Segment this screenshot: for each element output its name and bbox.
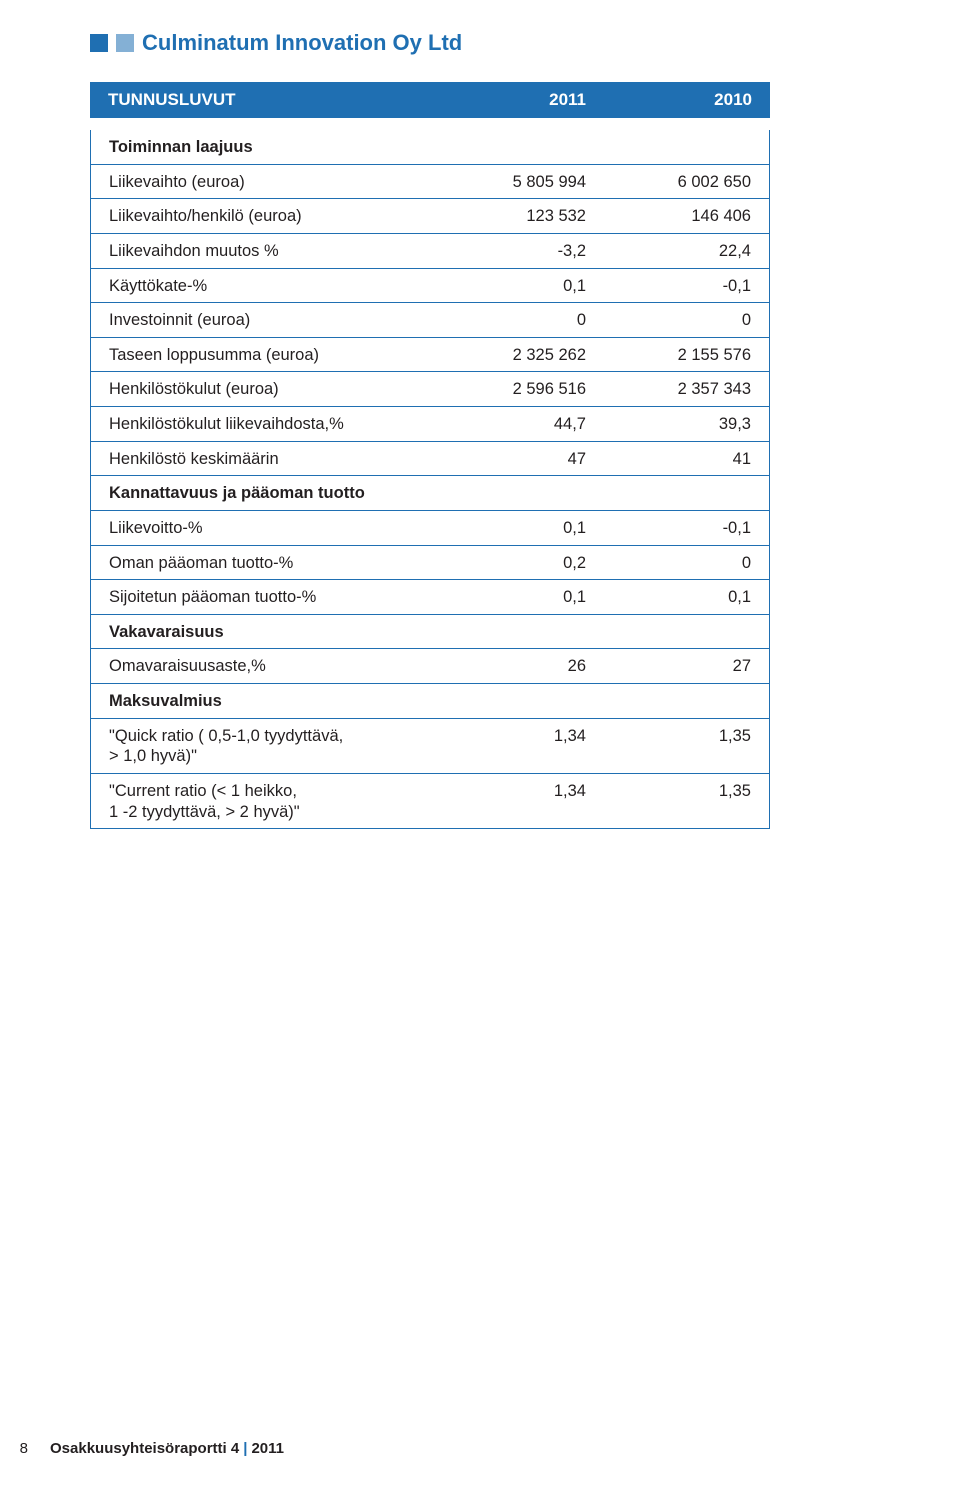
col-header-2011: 2011 xyxy=(438,82,604,118)
row-value-2011: 0,1 xyxy=(438,511,604,546)
row-label: Henkilöstö keskimäärin xyxy=(90,442,438,477)
row-value-2010: 0 xyxy=(604,546,770,581)
row-value-2010: 0 xyxy=(604,303,770,338)
row-label: Käyttökate-% xyxy=(90,269,438,304)
row-label: "Current ratio (< 1 heikko,1 -2 tyydyttä… xyxy=(90,774,438,829)
row-value-2010: 41 xyxy=(604,442,770,477)
row-value-2011 xyxy=(438,684,604,719)
row-label: "Quick ratio ( 0,5-1,0 tyydyttävä,> 1,0 … xyxy=(90,719,438,774)
table-row: Liikevaihdon muutos %-3,222,4 xyxy=(90,234,770,269)
table-row: Sijoitetun pääoman tuotto-%0,10,1 xyxy=(90,580,770,615)
report-name: Osakkuusyhteisöraportti 4 xyxy=(50,1440,239,1457)
row-label: Henkilöstökulut (euroa) xyxy=(90,372,438,407)
title-square-light-icon xyxy=(116,34,134,52)
row-label: Liikevoitto-% xyxy=(90,511,438,546)
row-value-2011: 5 805 994 xyxy=(438,165,604,200)
row-value-2011: 2 325 262 xyxy=(438,338,604,373)
table-row: "Quick ratio ( 0,5-1,0 tyydyttävä,> 1,0 … xyxy=(90,719,770,774)
row-label: Omavaraisuusaste,% xyxy=(90,649,438,684)
row-value-2010 xyxy=(604,476,770,511)
row-value-2011: 0,1 xyxy=(438,580,604,615)
report-year: 2011 xyxy=(251,1440,284,1457)
row-value-2011: 0,2 xyxy=(438,546,604,581)
row-value-2010: 1,35 xyxy=(604,719,770,774)
row-value-2011 xyxy=(438,615,604,650)
row-value-2010: 2 155 576 xyxy=(604,338,770,373)
table-row: Oman pääoman tuotto-%0,20 xyxy=(90,546,770,581)
row-value-2010: 1,35 xyxy=(604,774,770,829)
section-row: Kannattavuus ja pääoman tuotto xyxy=(90,476,770,511)
section-row: Vakavaraisuus xyxy=(90,615,770,650)
title-square-dark-icon xyxy=(90,34,108,52)
row-value-2010: 6 002 650 xyxy=(604,165,770,200)
footer-separator: | xyxy=(239,1440,251,1457)
row-label: Kannattavuus ja pääoman tuotto xyxy=(90,476,438,511)
row-value-2011: 1,34 xyxy=(438,774,604,829)
row-value-2011: 47 xyxy=(438,442,604,477)
title-row: Culminatum Innovation Oy Ltd xyxy=(90,30,890,56)
section-row: Maksuvalmius xyxy=(90,684,770,719)
row-value-2011: 44,7 xyxy=(438,407,604,442)
row-value-2010 xyxy=(604,130,770,165)
row-label: Taseen loppusumma (euroa) xyxy=(90,338,438,373)
row-label: Liikevaihto/henkilö (euroa) xyxy=(90,199,438,234)
row-value-2011: 1,34 xyxy=(438,719,604,774)
col-header-name: TUNNUSLUVUT xyxy=(90,82,438,118)
row-value-2010: -0,1 xyxy=(604,511,770,546)
row-value-2010: 0,1 xyxy=(604,580,770,615)
row-value-2010: 2 357 343 xyxy=(604,372,770,407)
table-row: Henkilöstökulut (euroa)2 596 5162 357 34… xyxy=(90,372,770,407)
row-value-2010: 22,4 xyxy=(604,234,770,269)
row-label: Toiminnan laajuus xyxy=(90,130,438,165)
row-label: Liikevaihto (euroa) xyxy=(90,165,438,200)
row-value-2010 xyxy=(604,615,770,650)
row-value-2011: 0,1 xyxy=(438,269,604,304)
row-value-2011: 0 xyxy=(438,303,604,338)
row-value-2011: 123 532 xyxy=(438,199,604,234)
table-row: Investoinnit (euroa)00 xyxy=(90,303,770,338)
row-value-2010: 39,3 xyxy=(604,407,770,442)
key-figures-table: TUNNUSLUVUT 2011 2010 Toiminnan laajuusL… xyxy=(90,82,770,829)
page-footer: 8 Osakkuusyhteisöraportti 4 | 2011 xyxy=(0,1440,284,1457)
table-row: Käyttökate-%0,1-0,1 xyxy=(90,269,770,304)
row-label: Vakavaraisuus xyxy=(90,615,438,650)
page-title: Culminatum Innovation Oy Ltd xyxy=(142,30,462,56)
row-label: Sijoitetun pääoman tuotto-% xyxy=(90,580,438,615)
row-value-2011 xyxy=(438,130,604,165)
row-label: Maksuvalmius xyxy=(90,684,438,719)
page-number: 8 xyxy=(0,1440,28,1457)
spacer-row xyxy=(90,118,770,130)
page: Culminatum Innovation Oy Ltd TUNNUSLUVUT… xyxy=(0,0,960,1487)
row-label: Liikevaihdon muutos % xyxy=(90,234,438,269)
row-value-2011 xyxy=(438,476,604,511)
col-header-2010: 2010 xyxy=(604,82,770,118)
table-header-row: TUNNUSLUVUT 2011 2010 xyxy=(90,82,770,118)
table-row: Henkilöstökulut liikevaihdosta,%44,739,3 xyxy=(90,407,770,442)
table-row: Liikevoitto-%0,1-0,1 xyxy=(90,511,770,546)
row-value-2011: 2 596 516 xyxy=(438,372,604,407)
table-row: Henkilöstö keskimäärin4741 xyxy=(90,442,770,477)
row-label: Oman pääoman tuotto-% xyxy=(90,546,438,581)
table-row: Liikevaihto/henkilö (euroa)123 532146 40… xyxy=(90,199,770,234)
table-row: Liikevaihto (euroa)5 805 9946 002 650 xyxy=(90,165,770,200)
row-value-2010: 27 xyxy=(604,649,770,684)
row-value-2010: -0,1 xyxy=(604,269,770,304)
row-value-2010: 146 406 xyxy=(604,199,770,234)
table-row: Omavaraisuusaste,%2627 xyxy=(90,649,770,684)
row-value-2010 xyxy=(604,684,770,719)
section-row: Toiminnan laajuus xyxy=(90,130,770,165)
row-value-2011: 26 xyxy=(438,649,604,684)
row-label: Henkilöstökulut liikevaihdosta,% xyxy=(90,407,438,442)
row-label: Investoinnit (euroa) xyxy=(90,303,438,338)
table-row: Taseen loppusumma (euroa)2 325 2622 155 … xyxy=(90,338,770,373)
table-row: "Current ratio (< 1 heikko,1 -2 tyydyttä… xyxy=(90,774,770,829)
row-value-2011: -3,2 xyxy=(438,234,604,269)
